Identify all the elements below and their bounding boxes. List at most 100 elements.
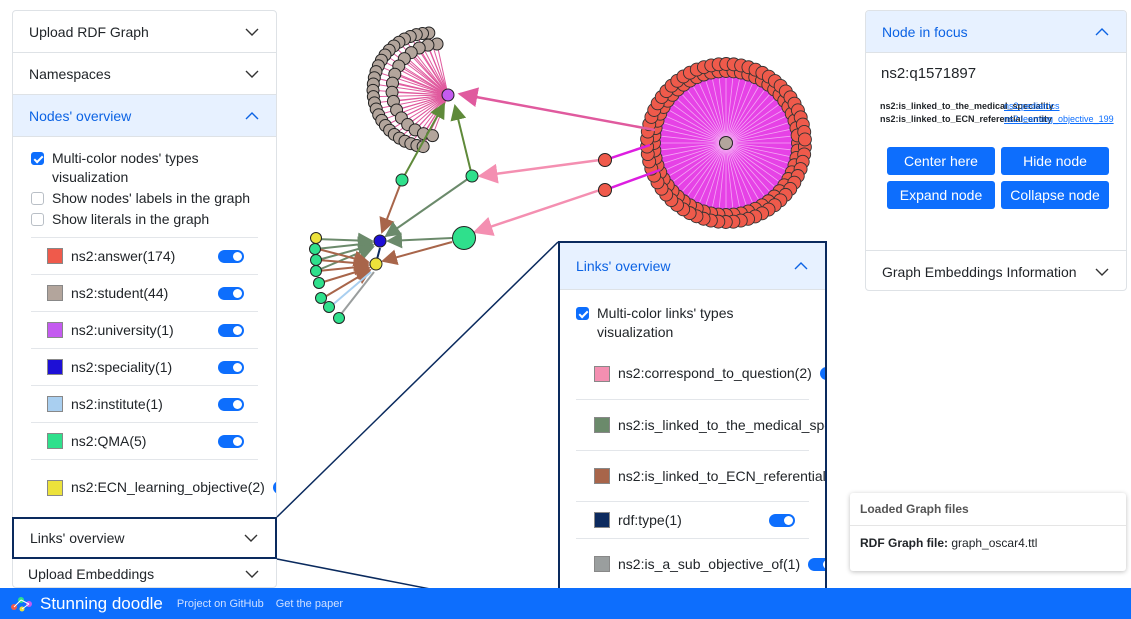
node-type-toggle[interactable] [218,360,244,374]
done-by-edge [725,101,783,144]
node-type-item: ns2:speciality(1) [31,348,258,385]
paper-link[interactable]: Get the paper [275,597,343,610]
edge [384,175,473,238]
graph-embeddings-header[interactable]: Graph Embeddings Information [866,250,1126,290]
qma-node[interactable] [465,169,479,183]
multicolor-nodes-row[interactable]: Multi-color nodes' types visualization [31,149,258,187]
qma-node[interactable] [323,301,335,313]
upload-rdf-header[interactable]: Upload RDF Graph [13,11,276,53]
ecn-node[interactable] [310,232,322,244]
brand[interactable]: Stunning doodle [10,594,163,614]
done-by-edge [725,76,749,144]
github-link[interactable]: Project on GitHub [176,597,264,610]
chevron-up-icon [245,111,259,119]
qma-node-focus[interactable] [452,226,476,250]
nodes-overview-header[interactable]: Nodes' overview [13,95,276,137]
links-overview-header[interactable]: Links' overview [12,517,277,559]
show-literals-checkbox[interactable] [31,213,44,226]
node-type-toggle[interactable] [272,481,276,494]
loaded-files-title: Loaded Graph files [850,493,1126,526]
done-by-edge [392,91,449,96]
multicolor-links-row[interactable]: Multi-color links' types visualization [576,304,809,342]
collapse-node-button[interactable]: Collapse node [1001,181,1109,209]
done-by-edge [725,142,795,158]
loaded-files-panel: Loaded Graph files RDF Graph file: graph… [850,493,1126,571]
node-type-toggle[interactable] [218,397,244,411]
links-overview-label: Links' overview [30,530,125,546]
show-literals-row[interactable]: Show literals in the graph [31,210,258,229]
graph-embeddings-label: Graph Embeddings Information [882,263,1077,280]
edge [457,87,656,132]
attr-key: ns2:is_linked_to_the_medical_speciality [880,101,1054,111]
answer-node[interactable] [598,153,612,167]
show-labels-row[interactable]: Show nodes' labels in the graph [31,189,258,208]
node-type-label: ns2:speciality(1) [71,358,173,375]
qma-node[interactable] [395,173,409,187]
university-node[interactable] [441,88,455,102]
qma-node[interactable] [310,265,322,277]
qma-node[interactable] [310,254,322,266]
upload-embeddings-header[interactable]: Upload Embeddings [13,560,276,588]
namespaces-label: Namespaces [29,65,111,82]
node-type-toggle[interactable] [218,323,244,337]
edge [386,232,453,249]
show-labels-checkbox[interactable] [31,192,44,205]
multicolor-links-checkbox[interactable] [576,307,589,320]
done-by-edge [725,142,779,191]
expand-node-button[interactable]: Expand node [887,181,995,209]
done-by-edge [427,44,449,96]
done-by-edge [725,142,762,204]
speciality-node[interactable] [373,234,387,248]
link-type-item: ns2:is_linked_to_the_medical_speciality(… [576,399,825,450]
done-by-edge [373,83,449,96]
done-by-edge [659,142,727,166]
links-overview-panel-header[interactable]: Links' overview [560,243,825,290]
hide-node-button[interactable]: Hide node [1001,147,1109,175]
attr-value-link[interactable]: ns2:learning_objective_199 [1004,114,1114,124]
link-type-toggle[interactable] [819,367,825,380]
answer-node[interactable] [598,183,612,197]
node-type-toggle[interactable] [218,286,244,300]
student-cluster [366,26,449,154]
qma-node[interactable] [313,277,325,289]
node-type-item: ns2:university(1) [31,311,258,348]
node-type-toggle[interactable] [218,249,244,263]
edge [450,104,473,177]
node-attributes: ns2:is_linked_to_the_medical_speciality n… [866,91,1126,125]
answer-node[interactable] [797,132,812,147]
multicolor-nodes-checkbox[interactable] [31,152,44,165]
link-type-swatch [594,556,610,572]
ecn-node[interactable] [369,257,383,271]
done-by-edge [725,90,774,144]
upload-embeddings-label: Upload Embeddings [28,566,155,582]
links-overview-panel-title: Links' overview [576,258,671,274]
node-focus-panel: Node in focus ns2:q1571897 ns2:is_linked… [865,10,1127,291]
show-labels-label: Show nodes' labels in the graph [52,190,251,206]
answer-center-node[interactable] [719,136,733,150]
namespaces-header[interactable]: Namespaces [13,53,276,95]
done-by-edge [725,142,734,213]
node-type-label: ns2:QMA(5) [71,432,147,449]
node-type-item: ns2:institute(1) [31,385,258,422]
done-by-edge [725,142,741,212]
done-by-edge [657,142,727,158]
nodes-overview-body: Multi-color nodes' types visualization S… [13,137,276,515]
qma-node[interactable] [309,243,321,255]
done-by-edge [401,94,449,119]
done-by-edge [711,74,727,144]
link-type-toggle[interactable] [769,513,795,527]
node-type-toggle[interactable] [218,434,244,448]
link-type-toggle[interactable] [808,557,825,571]
edge [401,102,445,181]
center-here-button[interactable]: Center here [887,147,995,175]
qma-node[interactable] [333,312,345,324]
links-overview-panel: Links' overview Multi-color links' types… [558,241,827,615]
qma-node[interactable] [315,292,327,304]
attr-value-link[interactable]: ns2:pediatrics [1004,101,1060,111]
chevron-down-icon [1095,268,1109,276]
node-type-label: ns2:student(44) [71,284,169,301]
chevron-up-icon [1095,27,1109,35]
chevron-down-icon [245,570,259,578]
node-focus-header[interactable]: Node in focus [866,11,1126,53]
